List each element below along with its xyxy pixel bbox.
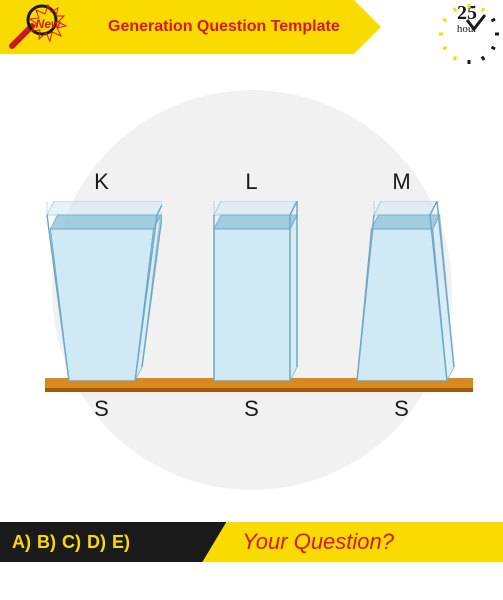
container-top-label: L — [245, 169, 257, 195]
answer-option[interactable]: A) — [12, 532, 31, 553]
container-K: K S — [42, 169, 162, 422]
container-M: M S — [342, 169, 462, 422]
question-text: Your Question? — [242, 529, 394, 555]
answer-options: A) B) C) D) E) — [0, 522, 226, 562]
template-title: Generation Question Template — [108, 18, 340, 36]
question-prompt: Your Question? — [202, 522, 503, 562]
container-top-label: M — [392, 169, 410, 195]
new-label: New — [36, 17, 61, 31]
vessel-icon — [192, 201, 312, 386]
bottom-banner: A) B) C) D) E) Your Question? — [0, 522, 503, 562]
container-bottom-label: S — [244, 396, 259, 422]
answer-option[interactable]: E) — [112, 532, 130, 553]
clock-badge: 25 hour — [437, 2, 497, 62]
banner-strip: New Generation Question Template — [0, 0, 354, 54]
container-bottom-label: S — [94, 396, 109, 422]
diagram-area: K S L S M S — [0, 80, 503, 510]
container-bottom-label: S — [394, 396, 409, 422]
answer-option[interactable]: C) — [62, 532, 81, 553]
new-badge: New — [28, 4, 68, 44]
container-row: K S L S M S — [42, 169, 462, 422]
top-banner: New Generation Question Template 25 hour — [0, 0, 503, 54]
answer-option[interactable]: B) — [37, 532, 56, 553]
container-L: L S — [192, 169, 312, 422]
container-top-label: K — [94, 169, 109, 195]
vessel-icon — [342, 201, 462, 386]
vessel-icon — [42, 201, 162, 386]
answer-option[interactable]: D) — [87, 532, 106, 553]
